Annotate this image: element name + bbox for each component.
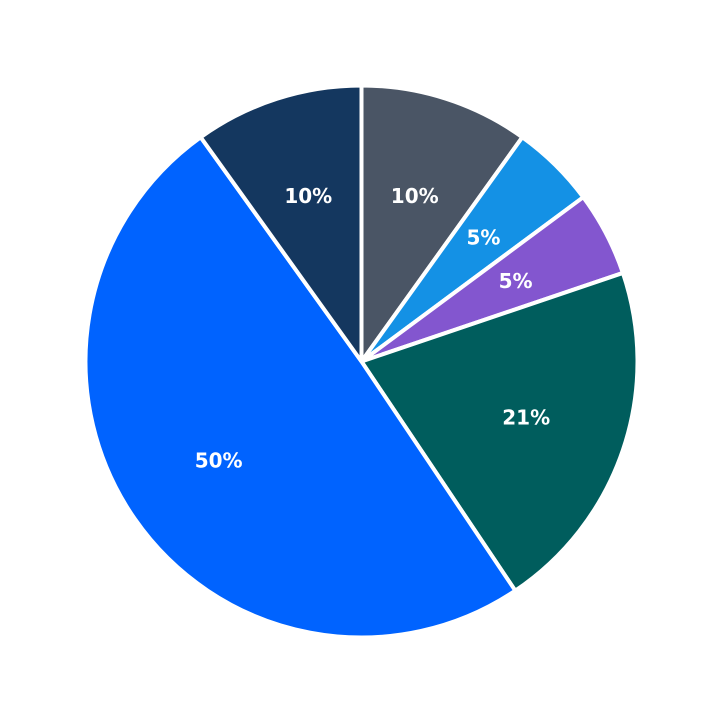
pie-slice-4 (83, 135, 518, 640)
pie-slice-label-3: 21% (502, 405, 550, 429)
pie-slice-label-5: 10% (284, 184, 332, 208)
pie-slice-label-2: 5% (499, 269, 533, 293)
pie-slice-0 (359, 83, 525, 364)
pie-slice-5 (198, 83, 364, 364)
pie-slice-3 (359, 270, 640, 593)
pie-slice-label-0: 10% (391, 184, 439, 208)
labels-layer: 10% 5% 5% 21% 50% 10% (195, 184, 550, 473)
pie-slice-label-4: 50% (195, 449, 243, 473)
slices-layer (83, 83, 640, 640)
pie-slice-label-1: 5% (467, 226, 501, 250)
